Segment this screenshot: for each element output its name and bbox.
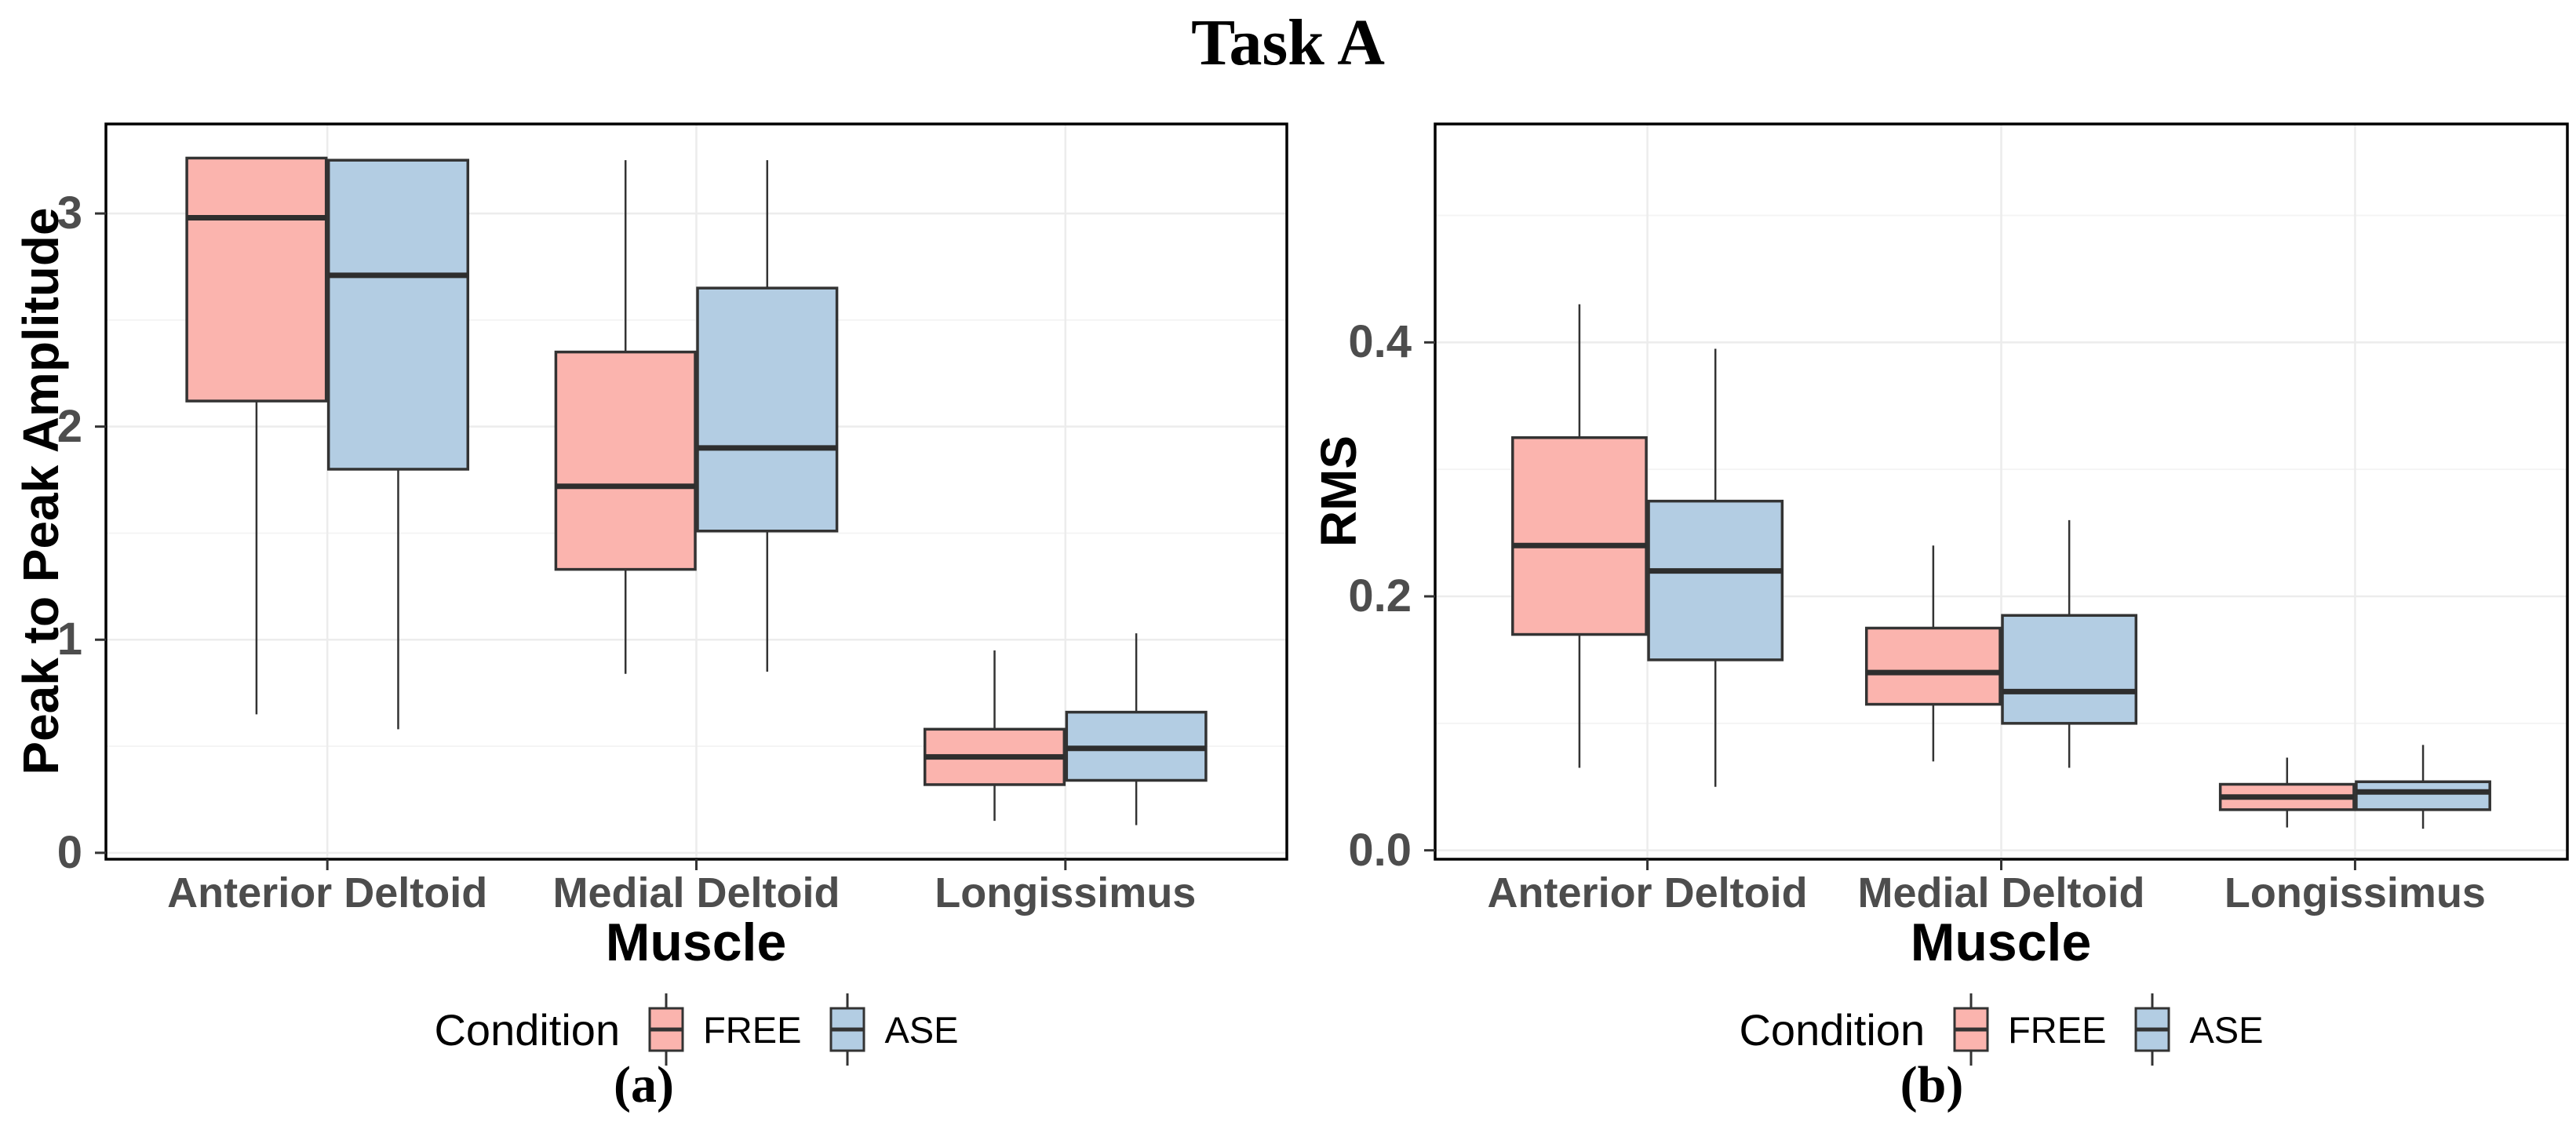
box-ase-anterior-deltoid [326, 159, 470, 471]
box-ase-longissimus [2355, 780, 2491, 811]
box-free-anterior-deltoid [185, 156, 328, 403]
box-ase-medial-deltoid [696, 286, 839, 533]
box-free-medial-deltoid [554, 350, 697, 571]
box-free-medial-deltoid [1864, 626, 2002, 706]
box-free-anterior-deltoid [1511, 435, 1648, 636]
figure-title: Task A [1191, 6, 1385, 79]
box-ase-anterior-deltoid [1647, 499, 1784, 661]
box-ase-medial-deltoid [2001, 614, 2138, 725]
